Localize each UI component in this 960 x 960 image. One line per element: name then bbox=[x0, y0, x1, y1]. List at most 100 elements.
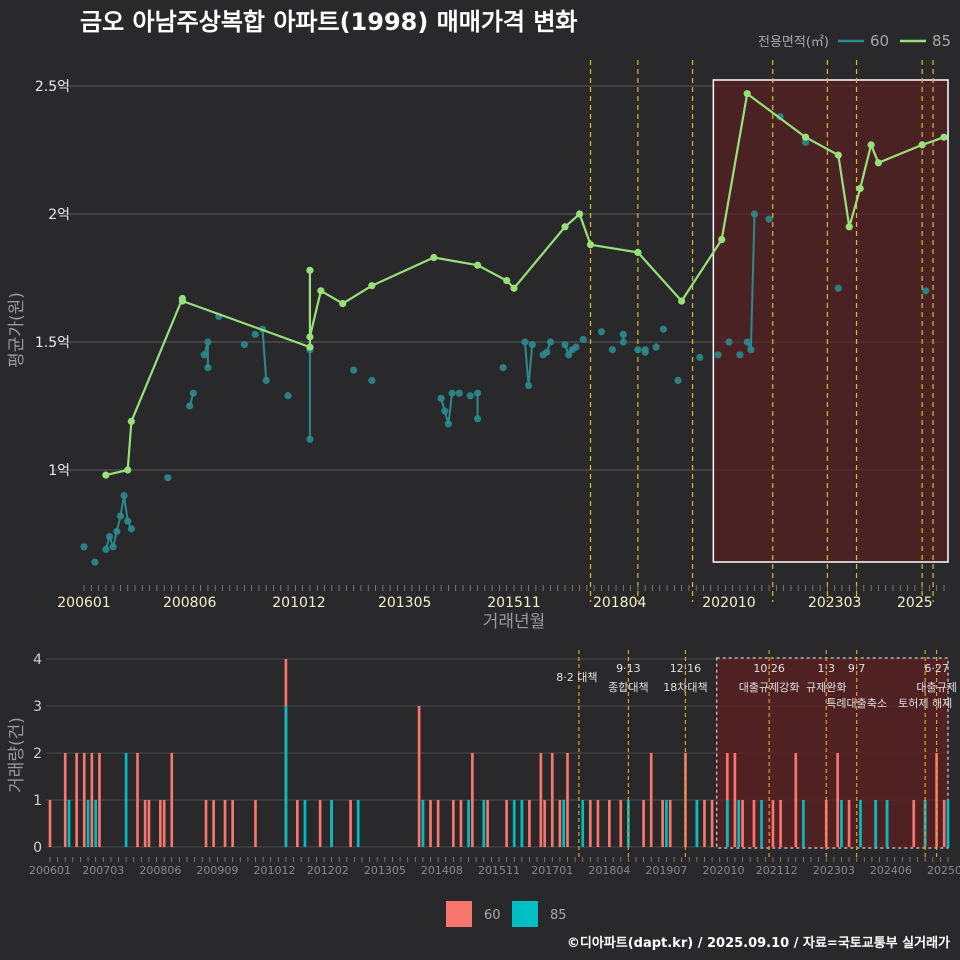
series-85-point bbox=[561, 223, 569, 231]
legend-bottom-label-60: 60 bbox=[484, 908, 501, 923]
volume-bar-60 bbox=[486, 800, 489, 847]
price-x-tick-label: 2025 bbox=[897, 595, 933, 611]
series-60-point bbox=[473, 415, 482, 423]
volume-bar-60 bbox=[170, 753, 174, 847]
volume-bar-85 bbox=[725, 800, 729, 847]
series-60-point bbox=[696, 353, 704, 361]
series-60-point bbox=[306, 435, 314, 443]
legend-bottom: 60 85 bbox=[446, 901, 567, 927]
price-highlight-region bbox=[712, 79, 949, 563]
volume-bar-85 bbox=[512, 800, 516, 847]
volume-bar-60 bbox=[741, 800, 744, 847]
series-60-point bbox=[747, 346, 755, 354]
volume-bar-60 bbox=[204, 800, 208, 847]
volume-x-tick-label: 200909 bbox=[196, 864, 238, 877]
volume-y-axis-title: 거래량(건) bbox=[7, 717, 27, 793]
event-date-label: 9·13 bbox=[616, 662, 641, 675]
volume-x-tick-label: 201907 bbox=[645, 864, 687, 877]
volume-bar-85 bbox=[356, 800, 360, 847]
event-date-label: 1·3 bbox=[817, 662, 835, 675]
volume-bar-60 bbox=[596, 800, 600, 847]
price-x-tick-label: 201804 bbox=[593, 595, 647, 611]
volume-bar-85 bbox=[284, 706, 288, 847]
series-60-point bbox=[546, 338, 555, 346]
series-85-point bbox=[586, 241, 595, 249]
series-60-point bbox=[120, 492, 128, 500]
volume-bar-60 bbox=[459, 800, 463, 847]
series-60-segment bbox=[123, 495, 129, 522]
volume-bar-85 bbox=[303, 800, 307, 847]
series-60-point bbox=[765, 215, 773, 223]
volume-bar-85 bbox=[627, 800, 630, 847]
volume-x-tick-label: 202406 bbox=[870, 864, 912, 877]
volume-bar-60 bbox=[318, 800, 322, 847]
legend-label-60: 60 bbox=[870, 32, 889, 50]
series-60-point bbox=[714, 351, 722, 359]
series-85-point bbox=[918, 141, 926, 149]
series-85-point bbox=[306, 333, 314, 341]
volume-bar-60 bbox=[588, 800, 592, 847]
volume-bar-60 bbox=[779, 800, 782, 847]
volume-bar-85 bbox=[946, 800, 950, 847]
series-60-segment bbox=[527, 344, 534, 386]
volume-bar-60 bbox=[417, 706, 421, 847]
series-85-point bbox=[575, 210, 584, 218]
volume-bar-60 bbox=[254, 800, 257, 847]
series-60-point bbox=[116, 512, 125, 520]
volume-bar-60 bbox=[159, 800, 162, 847]
volume-x-tick-label: 202010 bbox=[703, 864, 745, 877]
series-60-point bbox=[572, 343, 580, 351]
series-60-point bbox=[750, 210, 759, 218]
series-60-point bbox=[113, 527, 121, 536]
series-60-point bbox=[204, 338, 212, 346]
price-x-tick-label: 200806 bbox=[163, 595, 217, 611]
series-60-point bbox=[455, 389, 463, 397]
price-x-tick-label: 201511 bbox=[487, 595, 540, 611]
series-85-point bbox=[306, 266, 314, 274]
series-60-point bbox=[444, 420, 453, 428]
volume-y-tick-label: 2 bbox=[33, 746, 42, 762]
series-85-point bbox=[127, 417, 135, 425]
volume-bar-85 bbox=[562, 800, 566, 847]
series-60-point bbox=[102, 545, 110, 553]
price-x-tick-label: 202010 bbox=[702, 595, 755, 611]
volume-bar-60 bbox=[136, 753, 139, 847]
volume-y-tick-label: 1 bbox=[33, 793, 42, 809]
event-label: 8·2 대책 bbox=[556, 671, 597, 684]
volume-bar-60 bbox=[223, 800, 227, 847]
volume-bar-85 bbox=[802, 800, 805, 847]
event-date-label: 10·26 bbox=[753, 662, 785, 675]
volume-bar-85 bbox=[859, 800, 862, 847]
volume-bar-60 bbox=[752, 800, 756, 847]
volume-x-tick-label: 201701 bbox=[531, 864, 573, 877]
legend-bottom-label-85: 85 bbox=[550, 908, 567, 923]
price-x-axis-title: 거래년월 bbox=[483, 612, 546, 632]
series-60-point bbox=[109, 543, 117, 551]
volume-bar-60 bbox=[668, 800, 672, 847]
volume-bar-85 bbox=[760, 800, 763, 847]
series-85-point bbox=[718, 236, 726, 244]
series-85-point bbox=[124, 466, 132, 474]
series-85-point bbox=[430, 253, 438, 262]
volume-bar-60 bbox=[82, 753, 86, 847]
series-60-point bbox=[251, 330, 259, 338]
event-label: 18차대책 bbox=[663, 681, 707, 694]
series-85-point bbox=[368, 282, 376, 290]
series-60-point bbox=[262, 376, 270, 384]
volume-bar-85 bbox=[520, 800, 524, 847]
series-60-point bbox=[834, 284, 842, 292]
volume-bar-85 bbox=[840, 800, 843, 847]
volume-bar-60 bbox=[824, 800, 828, 847]
volume-bar-60 bbox=[710, 800, 714, 847]
source-caption: ©디아파트(dapt.kr) / 2025.09.10 / 자료=국토교통부 실… bbox=[567, 935, 950, 951]
volume-bar-85 bbox=[874, 800, 878, 847]
volume-bar-85 bbox=[695, 800, 699, 847]
volume-bar-60 bbox=[794, 753, 798, 847]
price-y-tick-label: 1.5억 bbox=[35, 335, 70, 351]
series-85-point bbox=[801, 133, 810, 141]
volume-bar-60 bbox=[703, 800, 706, 847]
series-85-point bbox=[856, 184, 864, 192]
volume-bar-85 bbox=[421, 800, 425, 847]
legend-top: 전용면적(㎡) 60 85 bbox=[758, 32, 951, 50]
volume-bar-60 bbox=[733, 753, 737, 847]
